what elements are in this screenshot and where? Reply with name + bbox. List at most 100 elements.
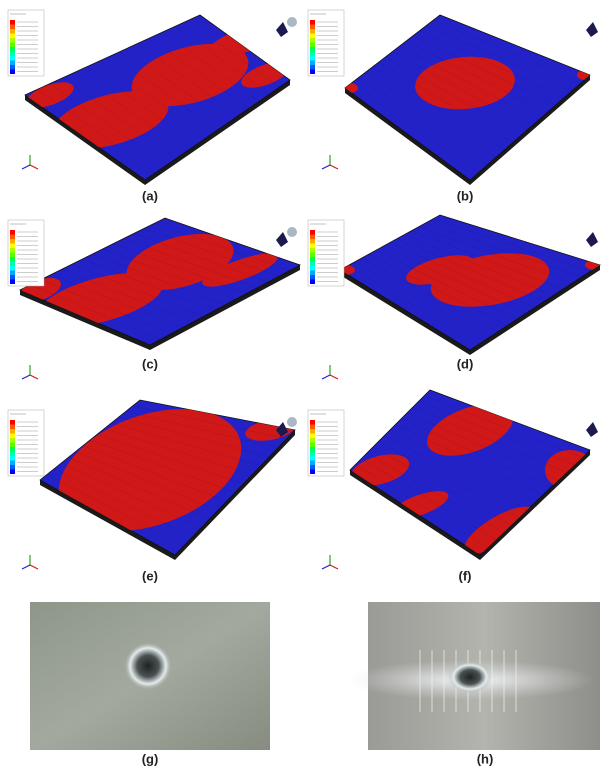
legend-swatch — [10, 456, 15, 461]
legend-swatch — [310, 70, 315, 75]
legend-swatch — [10, 244, 15, 249]
legend-swatch — [310, 239, 315, 244]
legend-swatch — [310, 56, 315, 61]
view-icon — [586, 232, 598, 247]
legend-swatch — [10, 262, 15, 267]
legend-swatch — [10, 447, 15, 452]
panel-label: (h) — [477, 751, 494, 766]
fe-panel: (c) — [8, 218, 300, 379]
legend-swatch — [310, 420, 315, 425]
figure: (a) (b) (c) (d) (e) (f) (g) (h) — [0, 0, 603, 769]
legend-swatch — [310, 248, 315, 253]
fe-panel: (f) — [308, 390, 598, 583]
legend-swatch — [10, 34, 15, 39]
legend-swatch — [310, 38, 315, 43]
legend-swatch — [10, 52, 15, 57]
legend-swatch — [10, 266, 15, 271]
triad-axis — [330, 565, 338, 569]
legend-swatch — [310, 65, 315, 70]
triad-axis — [322, 165, 330, 169]
impact-hole — [448, 661, 492, 693]
legend-swatch — [10, 271, 15, 276]
legend-swatch — [310, 425, 315, 430]
legend-swatch — [310, 235, 315, 240]
legend-swatch — [310, 470, 315, 475]
triad-axis — [322, 375, 330, 379]
triad-axis — [22, 165, 30, 169]
legend-swatch — [10, 20, 15, 25]
legend-swatch — [310, 20, 315, 25]
legend-swatch — [10, 239, 15, 244]
legend-swatch — [310, 29, 315, 34]
view-icon — [276, 232, 288, 247]
triad-axis — [22, 565, 30, 569]
legend-swatch — [10, 61, 15, 66]
legend-swatch — [310, 465, 315, 470]
legend-swatch — [10, 235, 15, 240]
legend-swatch — [10, 248, 15, 253]
triad-axis — [330, 375, 338, 379]
panel-label: (g) — [142, 751, 159, 766]
panel-label: (a) — [142, 188, 158, 203]
legend-swatch — [310, 47, 315, 52]
view-icon-cube — [287, 227, 297, 237]
legend-swatch — [10, 230, 15, 235]
legend-swatch — [310, 257, 315, 262]
legend-swatch — [10, 461, 15, 466]
legend-swatch — [10, 56, 15, 61]
legend-swatch — [10, 38, 15, 43]
legend-swatch — [10, 47, 15, 52]
legend-swatch — [310, 434, 315, 439]
legend-swatch — [310, 438, 315, 443]
view-icon-cube — [287, 417, 297, 427]
legend-swatch — [10, 465, 15, 470]
triad-axis — [30, 375, 38, 379]
view-icon — [586, 22, 598, 37]
legend-swatch — [10, 470, 15, 475]
panel-label: (d) — [457, 356, 474, 371]
legend-swatch — [310, 456, 315, 461]
legend-swatch — [310, 461, 315, 466]
legend-swatch — [310, 271, 315, 276]
legend-swatch — [10, 420, 15, 425]
triad-axis — [330, 165, 338, 169]
photo-panel: (g) — [30, 602, 270, 766]
legend-swatch — [310, 230, 315, 235]
legend-swatch — [10, 280, 15, 285]
legend-swatch — [10, 434, 15, 439]
triad-axis — [30, 165, 38, 169]
legend-swatch — [10, 438, 15, 443]
fe-panel: (b) — [308, 10, 598, 203]
legend-swatch — [10, 253, 15, 258]
view-icon — [586, 422, 598, 437]
legend-swatch — [310, 275, 315, 280]
panel-label: (e) — [142, 568, 158, 583]
impact-hole — [124, 642, 172, 690]
legend-swatch — [310, 25, 315, 30]
legend-swatch — [310, 43, 315, 48]
legend-swatch — [10, 429, 15, 434]
legend-swatch — [10, 70, 15, 75]
panel-label: (c) — [142, 356, 158, 371]
legend-swatch — [10, 425, 15, 430]
legend-swatch — [310, 266, 315, 271]
legend-swatch — [310, 452, 315, 457]
legend-swatch — [10, 257, 15, 262]
panel-label: (f) — [459, 568, 472, 583]
legend-swatch — [310, 244, 315, 249]
legend-swatch — [10, 29, 15, 34]
legend-swatch — [10, 452, 15, 457]
legend-swatch — [310, 61, 315, 66]
legend-swatch — [310, 429, 315, 434]
legend-swatch — [310, 253, 315, 258]
legend-swatch — [10, 43, 15, 48]
legend-swatch — [310, 52, 315, 57]
view-icon — [276, 22, 288, 37]
legend-swatch — [10, 25, 15, 30]
view-icon-cube — [287, 17, 297, 27]
fe-panel: (e) — [8, 386, 297, 584]
triad-axis — [22, 375, 30, 379]
legend-swatch — [310, 262, 315, 267]
legend-swatch — [310, 447, 315, 452]
photo-panel: (h) — [345, 602, 600, 766]
